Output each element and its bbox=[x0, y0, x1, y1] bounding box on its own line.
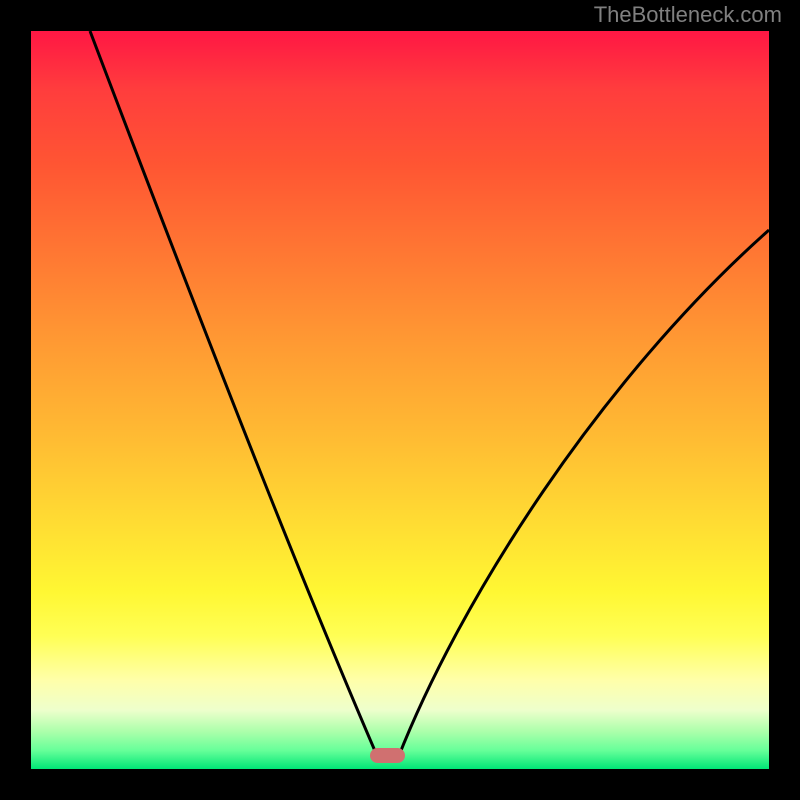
bottleneck-curve bbox=[0, 0, 800, 800]
bottleneck-marker bbox=[370, 748, 405, 763]
curve-path bbox=[90, 31, 769, 758]
watermark-text: TheBottleneck.com bbox=[594, 2, 782, 28]
chart-container: TheBottleneck.com bbox=[0, 0, 800, 800]
